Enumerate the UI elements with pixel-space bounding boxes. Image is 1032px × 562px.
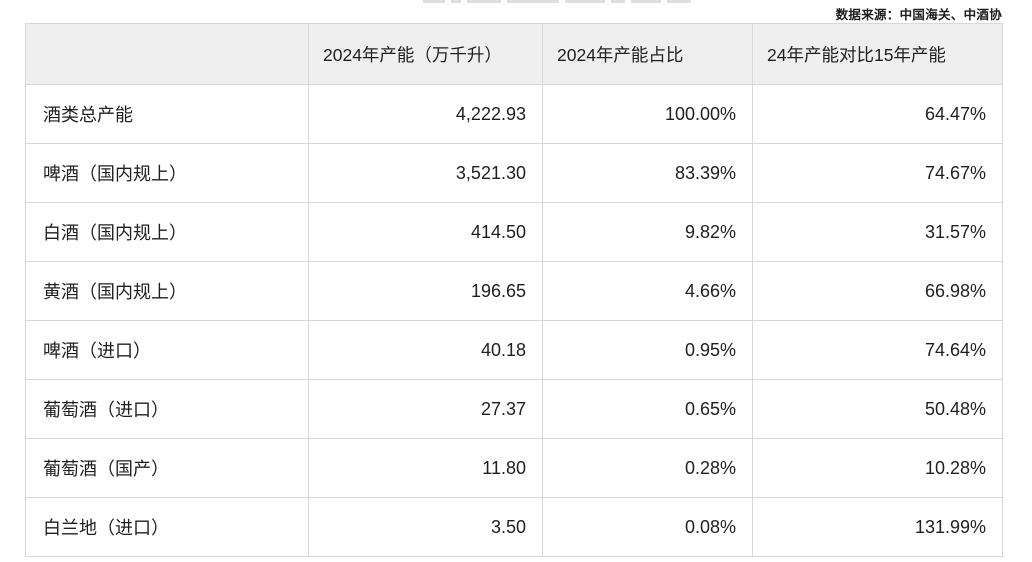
capacity-table: 2024年产能（万千升） 2024年产能占比 24年产能对比15年产能 酒类总产… xyxy=(25,23,1003,557)
cell-share: 4.66% xyxy=(542,261,753,321)
cell-capacity: 11.80 xyxy=(308,438,543,498)
data-source-note: 数据来源：中国海关、中酒协 xyxy=(835,8,1002,22)
cell-capacity: 3.50 xyxy=(308,497,543,557)
clipped-title-remnant xyxy=(420,0,710,5)
cell-capacity: 27.37 xyxy=(308,379,543,439)
col-header-share-2024: 2024年产能占比 xyxy=(542,23,753,85)
col-header-capacity-2024: 2024年产能（万千升） xyxy=(308,23,543,85)
cell-vs-2015: 64.47% xyxy=(752,84,1003,144)
cell-category: 葡萄酒（进口） xyxy=(25,379,309,439)
cell-share: 0.95% xyxy=(542,320,753,380)
cell-category: 啤酒（国内规上） xyxy=(25,143,309,203)
table-body: 酒类总产能 4,222.93 100.00% 64.47% 啤酒（国内规上） 3… xyxy=(25,84,1003,557)
header-row: 2024年产能（万千升） 2024年产能占比 24年产能对比15年产能 xyxy=(25,23,1003,85)
cell-vs-2015: 50.48% xyxy=(752,379,1003,439)
table-row: 酒类总产能 4,222.93 100.00% 64.47% xyxy=(25,84,1003,144)
cell-category: 酒类总产能 xyxy=(25,84,309,144)
table-row: 白兰地（进口） 3.50 0.08% 131.99% xyxy=(25,497,1003,557)
table-header: 2024年产能（万千升） 2024年产能占比 24年产能对比15年产能 xyxy=(25,23,1003,85)
cell-category: 葡萄酒（国产） xyxy=(25,438,309,498)
cell-capacity: 3,521.30 xyxy=(308,143,543,203)
cell-vs-2015: 31.57% xyxy=(752,202,1003,262)
cell-category: 啤酒（进口） xyxy=(25,320,309,380)
cell-share: 0.28% xyxy=(542,438,753,498)
cell-category: 白兰地（进口） xyxy=(25,497,309,557)
cell-share: 83.39% xyxy=(542,143,753,203)
cell-capacity: 4,222.93 xyxy=(308,84,543,144)
cell-vs-2015: 74.67% xyxy=(752,143,1003,203)
cell-share: 0.65% xyxy=(542,379,753,439)
cell-capacity: 414.50 xyxy=(308,202,543,262)
cell-capacity: 196.65 xyxy=(308,261,543,321)
table-row: 啤酒（国内规上） 3,521.30 83.39% 74.67% xyxy=(25,143,1003,203)
table-row: 葡萄酒（国产） 11.80 0.28% 10.28% xyxy=(25,438,1003,498)
cell-share: 9.82% xyxy=(542,202,753,262)
cell-share: 0.08% xyxy=(542,497,753,557)
table-row: 黄酒（国内规上） 196.65 4.66% 66.98% xyxy=(25,261,1003,321)
col-header-vs-2015: 24年产能对比15年产能 xyxy=(752,23,1003,85)
table-row: 白酒（国内规上） 414.50 9.82% 31.57% xyxy=(25,202,1003,262)
cell-vs-2015: 10.28% xyxy=(752,438,1003,498)
cell-vs-2015: 131.99% xyxy=(752,497,1003,557)
table-row: 葡萄酒（进口） 27.37 0.65% 50.48% xyxy=(25,379,1003,439)
cell-share: 100.00% xyxy=(542,84,753,144)
cell-vs-2015: 66.98% xyxy=(752,261,1003,321)
col-header-category xyxy=(25,23,309,85)
cell-category: 白酒（国内规上） xyxy=(25,202,309,262)
cell-vs-2015: 74.64% xyxy=(752,320,1003,380)
table-row: 啤酒（进口） 40.18 0.95% 74.64% xyxy=(25,320,1003,380)
cell-category: 黄酒（国内规上） xyxy=(25,261,309,321)
cell-capacity: 40.18 xyxy=(308,320,543,380)
